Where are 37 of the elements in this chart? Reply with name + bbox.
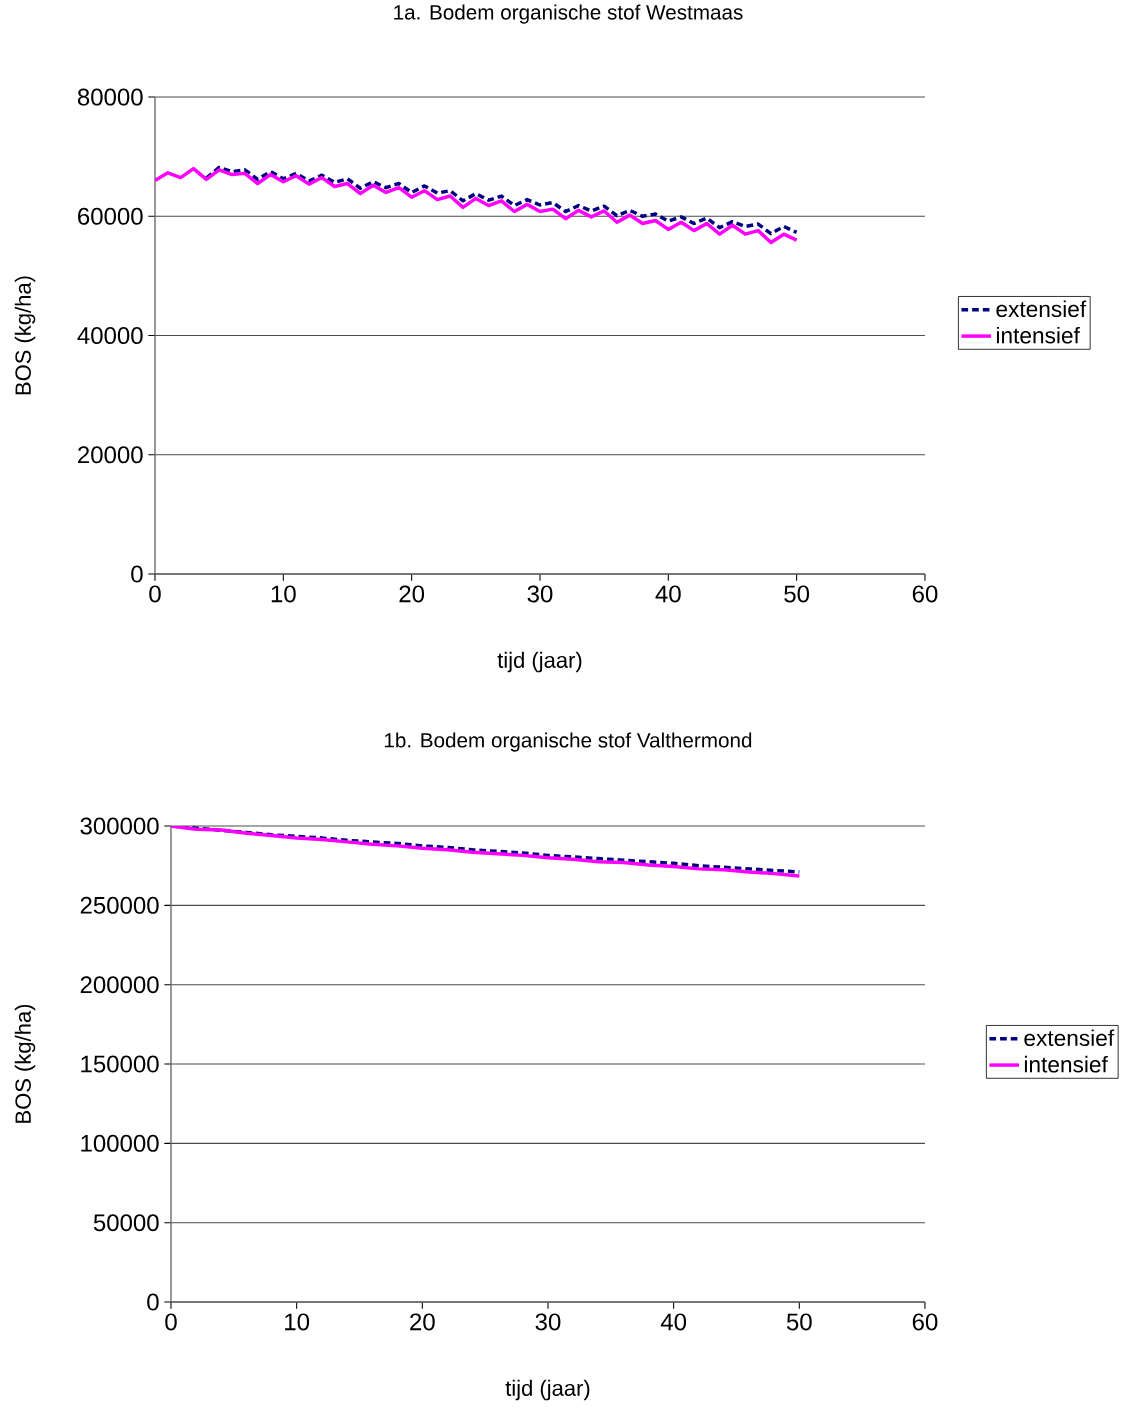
x-tick-label: 50: [784, 585, 810, 603]
x-tick-label: 50: [786, 1313, 812, 1331]
chart-title: 1a. Bodem organische stof Westmaas: [394, 4, 743, 24]
y-axis-title: BOS (kg/ha): [14, 276, 36, 395]
x-tick-label: 30: [527, 585, 553, 603]
x-tick-label: 40: [660, 1313, 687, 1331]
y-tick-label: 40000: [77, 327, 143, 345]
legend-label: intensief: [1024, 1055, 1108, 1073]
y-tick-label: 300000: [80, 817, 159, 835]
x-tick-label: 30: [535, 1313, 561, 1331]
line-series: [204, 165, 799, 236]
x-tick-label: 60: [912, 1313, 938, 1331]
y-axis-title: BOS (kg/ha): [14, 1004, 36, 1123]
y-tick-label: 0: [147, 1293, 159, 1311]
y-tick-label: 150000: [81, 1055, 159, 1073]
x-tick-label: 0: [165, 1313, 177, 1331]
y-tick-label: 0: [131, 565, 143, 583]
legend-label: extensief: [996, 300, 1087, 318]
x-tick-label: 10: [285, 1313, 310, 1331]
y-tick-label: 250000: [80, 896, 159, 914]
legend-label: intensief: [996, 326, 1080, 344]
y-tick-label: 60000: [78, 207, 143, 225]
legend-label: extensief: [1024, 1029, 1115, 1047]
chart-title: 1b. Bodem organische stof Valthermond: [384, 732, 752, 752]
y-tick-label: 50000: [93, 1214, 159, 1232]
y-tick-label: 80000: [77, 88, 143, 106]
x-axis-title: tijd (jaar): [505, 1379, 590, 1401]
y-tick-label: 200000: [80, 976, 159, 994]
line-series: [155, 166, 799, 245]
y-tick-label: 20000: [78, 446, 143, 464]
x-tick-label: 20: [410, 1313, 435, 1331]
x-tick-label: 20: [399, 585, 425, 603]
x-tick-label: 10: [271, 585, 296, 603]
y-tick-label: 100000: [81, 1134, 159, 1152]
x-tick-label: 40: [655, 585, 681, 603]
x-tick-label: 60: [912, 585, 938, 603]
x-axis-title: tijd (jaar): [497, 651, 582, 673]
